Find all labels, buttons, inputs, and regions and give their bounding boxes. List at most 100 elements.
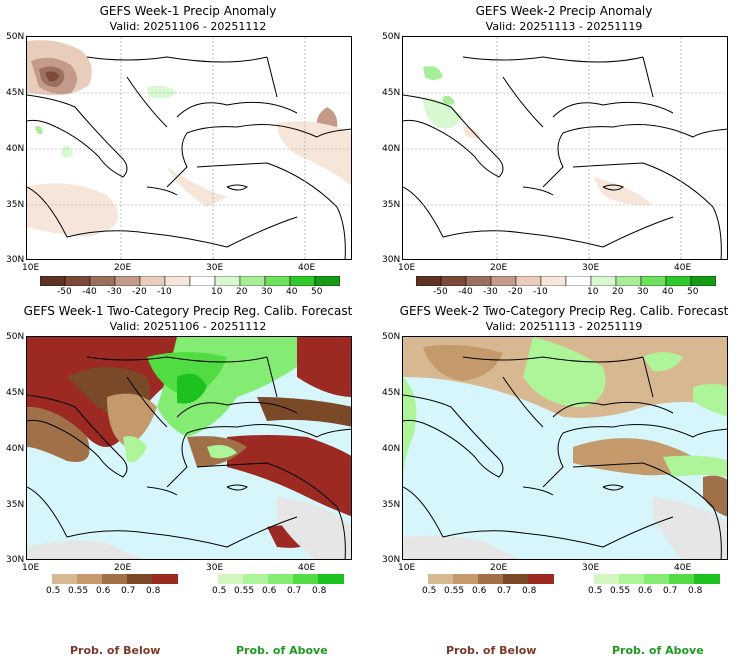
above-colorbar [218, 574, 344, 584]
colorbar-label: 10 [211, 287, 223, 297]
lon-label: 10E [22, 263, 40, 273]
prob-below-label: Prob. of Below [70, 644, 161, 657]
lat-label: 35N [382, 500, 401, 510]
colorbar-label: 0.6 [472, 586, 487, 596]
lat-label: 40N [6, 144, 25, 154]
map-week2-anomaly [402, 36, 728, 260]
colorbar-label: 10 [587, 287, 599, 297]
panel-title: GEFS Week-1 Two-Category Precip Reg. Cal… [23, 304, 353, 318]
lon-label: 20E [490, 563, 508, 573]
colorbar-label: 40 [662, 287, 674, 297]
panel-title: GEFS Week-2 Two-Category Precip Reg. Cal… [399, 304, 729, 318]
panel-valid-dates: Valid: 20251106 - 20251112 [109, 320, 267, 333]
lon-label: 10E [398, 563, 416, 573]
lon-label: 30E [582, 263, 600, 273]
lon-label: 20E [114, 563, 132, 573]
colorbar-label: 0.6 [638, 586, 653, 596]
lat-label: 30N [6, 555, 25, 565]
above-colorbar [594, 574, 720, 584]
lon-label: 20E [490, 263, 508, 273]
lat-label: 50N [6, 332, 25, 342]
colorbar-label: 0.5 [588, 586, 603, 596]
colorbar-label: 0.55 [610, 586, 631, 596]
colorbar-label: -30 [107, 287, 122, 297]
colorbar-label: 40 [286, 287, 298, 297]
colorbar-label: -20 [132, 287, 147, 297]
colorbar-label: 30 [261, 287, 273, 297]
lon-label: 40E [674, 263, 692, 273]
prob-above-label: Prob. of Above [236, 644, 328, 657]
colorbar-label: 30 [637, 287, 649, 297]
panel-title: GEFS Week-1 Precip Anomaly [99, 4, 277, 18]
below-colorbar [52, 574, 178, 584]
colorbar-label: 20 [612, 287, 624, 297]
colorbar-label: -10 [157, 287, 172, 297]
category-field [403, 337, 727, 559]
lon-label: 30E [582, 563, 600, 573]
colorbar-label: 0.8 [146, 586, 161, 596]
colorbar-label: 0.8 [522, 586, 537, 596]
colorbar-label: 0.5 [46, 586, 61, 596]
colorbar-label: -30 [483, 287, 498, 297]
lat-label: 40N [382, 444, 401, 454]
colorbar-label: 0.7 [497, 586, 512, 596]
lon-label: 30E [206, 563, 224, 573]
lat-label: 35N [6, 200, 25, 210]
anomaly-field [27, 37, 351, 259]
lon-label: 10E [398, 263, 416, 273]
anomaly-field [403, 37, 727, 259]
anomaly-colorbar-swatches [416, 276, 716, 286]
lat-label: 45N [6, 388, 25, 398]
lon-label: 10E [22, 563, 40, 573]
panel-title: GEFS Week-2 Precip Anomaly [475, 4, 653, 18]
colorbar-label: 0.6 [96, 586, 111, 596]
lat-label: 35N [382, 200, 401, 210]
lat-label: 30N [6, 255, 25, 265]
lat-label: 50N [6, 32, 25, 42]
panel-valid-dates: Valid: 20251113 - 20251119 [485, 20, 643, 33]
lon-label: 30E [206, 263, 224, 273]
panel-valid-dates: Valid: 20251106 - 20251112 [109, 20, 267, 33]
colorbar-label: -50 [57, 287, 72, 297]
lat-label: 45N [382, 388, 401, 398]
lon-label: 40E [298, 563, 316, 573]
map-week1-anomaly [26, 36, 352, 260]
lat-label: 45N [6, 88, 25, 98]
colorbar-label: 50 [311, 287, 323, 297]
lat-label: 40N [382, 144, 401, 154]
colorbar-label: -10 [533, 287, 548, 297]
colorbar-label: 0.55 [68, 586, 89, 596]
anomaly-colorbar-swatches [40, 276, 340, 286]
lat-label: 40N [6, 444, 25, 454]
colorbar-label: 20 [236, 287, 248, 297]
lon-label: 40E [674, 563, 692, 573]
lon-label: 40E [298, 263, 316, 273]
colorbar-label: 0.7 [121, 586, 136, 596]
panel-valid-dates: Valid: 20251113 - 20251119 [485, 320, 643, 333]
prob-above-label: Prob. of Above [612, 644, 704, 657]
colorbar-label: -40 [82, 287, 97, 297]
map-week2-category [402, 336, 728, 560]
below-colorbar [428, 574, 554, 584]
lat-label: 45N [382, 88, 401, 98]
lat-label: 30N [382, 255, 401, 265]
colorbar-label: -40 [458, 287, 473, 297]
lat-label: 50N [382, 32, 401, 42]
lon-label: 20E [114, 263, 132, 273]
colorbar-label: 0.5 [422, 586, 437, 596]
lat-label: 35N [6, 500, 25, 510]
colorbar-label: 0.8 [312, 586, 327, 596]
map-week1-category [26, 336, 352, 560]
colorbar-label: 0.55 [444, 586, 465, 596]
lat-label: 30N [382, 555, 401, 565]
colorbar-label: 0.7 [287, 586, 302, 596]
colorbar-label: -50 [433, 287, 448, 297]
colorbar-label: 0.55 [234, 586, 255, 596]
colorbar-label: -20 [508, 287, 523, 297]
colorbar-label: 0.5 [212, 586, 227, 596]
lat-label: 50N [382, 332, 401, 342]
prob-below-label: Prob. of Below [446, 644, 537, 657]
category-field [27, 337, 351, 559]
colorbar-label: 0.6 [262, 586, 277, 596]
colorbar-label: 0.8 [688, 586, 703, 596]
